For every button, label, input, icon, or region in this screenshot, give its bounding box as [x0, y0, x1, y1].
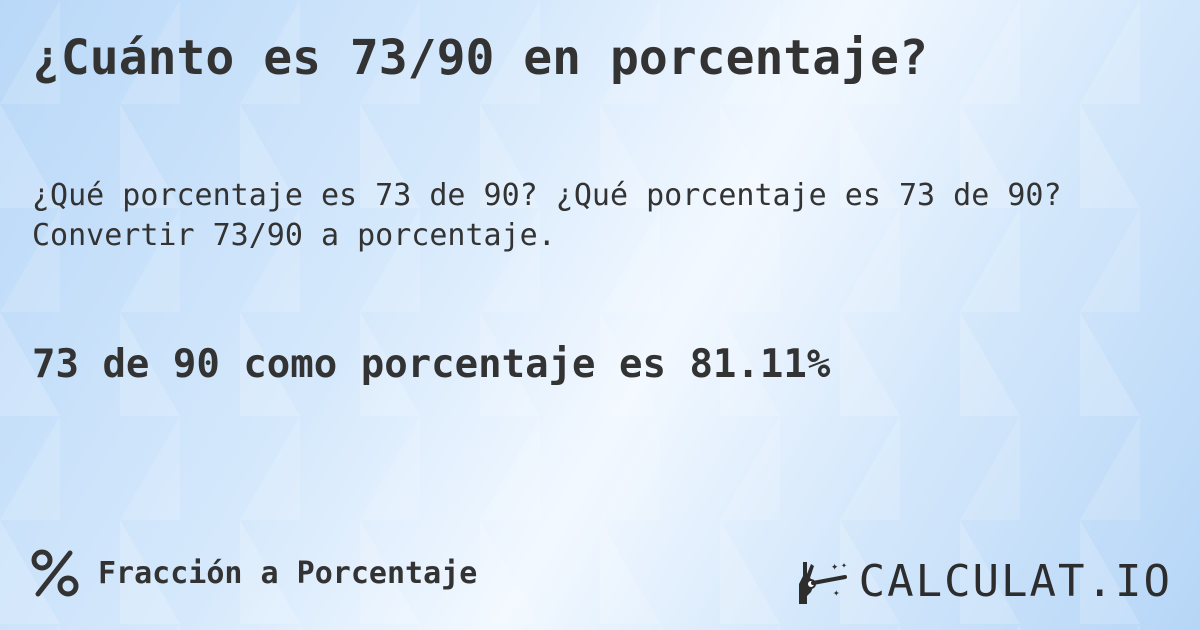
logo-text: CALCULAT.IO: [858, 556, 1172, 607]
result-text: 73 de 90 como porcentaje es 81.11%: [32, 342, 831, 387]
category-label: Fracción a Porcentaje: [98, 555, 478, 591]
svg-text:✦: ✦: [833, 586, 840, 599]
svg-text:✦: ✦: [841, 560, 847, 571]
category-link[interactable]: Fracción a Porcentaje: [30, 548, 477, 598]
calculat-logo[interactable]: ✦ ✦ ✦ CALCULAT.IO: [795, 556, 1172, 607]
percent-icon: [31, 549, 79, 597]
magic-hand-icon: ✦ ✦ ✦: [798, 559, 847, 604]
description: ¿Qué porcentaje es 73 de 90? ¿Qué porcen…: [32, 178, 1062, 253]
page-title: ¿Cuánto es 73/90 en porcentaje?: [32, 30, 928, 86]
svg-text:✦: ✦: [831, 559, 838, 573]
